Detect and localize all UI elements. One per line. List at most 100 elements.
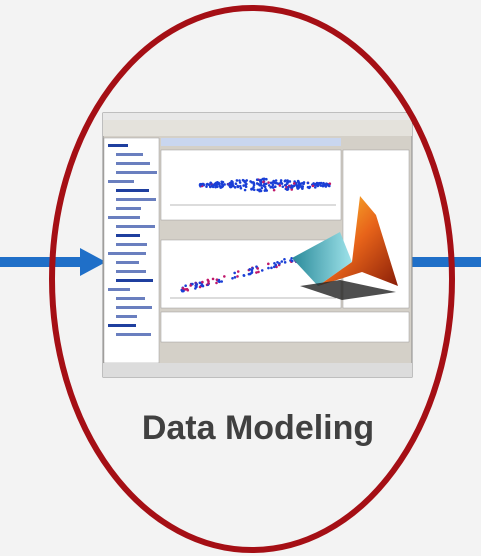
point (262, 181, 265, 184)
tree-item (116, 306, 152, 309)
point (274, 264, 277, 267)
point (272, 180, 275, 183)
point (293, 184, 296, 187)
point (260, 184, 263, 187)
point (293, 182, 296, 185)
point (320, 184, 323, 187)
tree-item (116, 270, 146, 273)
point (280, 181, 283, 184)
point (282, 185, 285, 188)
point (256, 267, 259, 270)
point (283, 258, 286, 261)
point (312, 185, 315, 188)
tree-item (116, 189, 149, 192)
point (261, 269, 264, 272)
point (199, 286, 202, 289)
tree-item (116, 234, 140, 237)
point (281, 260, 284, 263)
point (216, 278, 219, 281)
tree-item (116, 153, 143, 156)
point (233, 272, 236, 275)
point (231, 277, 234, 280)
point (298, 186, 301, 189)
point (195, 285, 198, 288)
point (182, 290, 185, 293)
point (286, 182, 289, 185)
point (212, 186, 215, 189)
point (222, 181, 225, 184)
point (184, 284, 187, 287)
point (265, 189, 268, 192)
point (278, 262, 281, 265)
point (256, 178, 259, 181)
point (244, 189, 247, 192)
point (256, 182, 259, 185)
point (324, 183, 327, 186)
point (284, 180, 287, 183)
tree-item (108, 288, 130, 291)
point (287, 186, 290, 189)
point (251, 271, 254, 274)
point (251, 267, 254, 270)
point (202, 285, 205, 288)
point (267, 263, 270, 266)
point (231, 181, 234, 184)
point (284, 184, 287, 187)
point (307, 182, 310, 185)
point (261, 187, 264, 190)
point (243, 274, 246, 277)
point (239, 181, 242, 184)
point (327, 184, 330, 187)
tree-item (116, 297, 145, 300)
point (264, 186, 267, 189)
point (240, 187, 243, 190)
tree-item (108, 252, 146, 255)
point (265, 178, 268, 181)
point (221, 184, 224, 187)
tree-item (116, 279, 153, 282)
tree-item (116, 243, 147, 246)
point (199, 282, 202, 285)
point (267, 181, 270, 184)
point (284, 261, 287, 264)
tree-item (116, 261, 139, 264)
point (291, 186, 294, 189)
point (265, 183, 268, 186)
point (257, 271, 260, 274)
point (261, 178, 264, 181)
point (273, 189, 276, 192)
point (182, 287, 185, 290)
point (200, 183, 203, 186)
point (187, 289, 190, 292)
point (232, 185, 235, 188)
point (298, 184, 301, 187)
point (291, 260, 294, 263)
point (215, 282, 218, 285)
point (216, 185, 219, 188)
point (269, 186, 272, 189)
tree-item (108, 324, 136, 327)
point (236, 275, 239, 278)
point (286, 179, 289, 182)
point (235, 182, 238, 185)
point (208, 183, 211, 186)
tree-item (116, 315, 137, 318)
point (237, 270, 240, 273)
point (202, 183, 205, 186)
tree-item (108, 216, 140, 219)
point (236, 179, 239, 182)
point (274, 185, 277, 188)
point (318, 182, 321, 185)
point (314, 186, 317, 189)
point (220, 280, 223, 283)
point (201, 281, 204, 284)
label: Data Modeling (142, 409, 374, 447)
point (206, 279, 209, 282)
point (244, 180, 247, 183)
point (267, 267, 270, 270)
point (260, 181, 263, 184)
point (244, 184, 247, 187)
tree-item (116, 198, 156, 201)
point (250, 181, 253, 184)
tree-item (116, 162, 150, 165)
